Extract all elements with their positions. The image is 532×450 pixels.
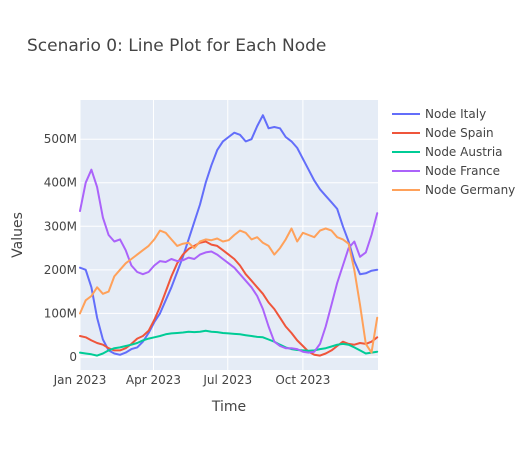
y-tick-label: 300M <box>44 219 77 233</box>
legend-label-node-germany: Node Germany <box>425 183 515 197</box>
series-lines <box>79 114 379 357</box>
x-tick-label: Oct 2023 <box>275 373 330 387</box>
legend-label-node-france: Node France <box>425 164 500 178</box>
x-axis-title: Time <box>211 399 246 415</box>
y-tick-label: 100M <box>44 306 77 320</box>
y-tick-label: 0 <box>69 350 77 364</box>
y-tick-label: 400M <box>44 176 77 190</box>
legend: Node Italy Node Spain Node Austria Node Fra… <box>392 107 515 197</box>
legend-label-node-spain: Node Spain <box>425 126 494 140</box>
x-tick-label: Apr 2023 <box>126 373 181 387</box>
y-tick-label: 200M <box>44 263 77 277</box>
x-tick-label: Jan 2023 <box>53 373 107 387</box>
series-line-node-germany <box>79 227 379 354</box>
gridlines <box>79 100 378 370</box>
x-tick-label: Jul 2023 <box>202 373 252 387</box>
y-tick-label: 500M <box>44 132 77 146</box>
series-line-node-austria <box>79 329 379 357</box>
series-line-node-italy <box>79 114 379 356</box>
legend-label-node-italy: Node Italy <box>425 107 486 121</box>
plot-area <box>80 100 378 370</box>
tick-labels: 0 100M 200M 300M 400M 500M Jan 2023 Apr 2023 Jul… <box>44 132 331 387</box>
chart-title: Scenario 0: Line Plot for Each Node <box>27 36 326 56</box>
y-axis-title: Values <box>10 212 26 258</box>
legend-label-node-austria: Node Austria <box>425 145 503 159</box>
